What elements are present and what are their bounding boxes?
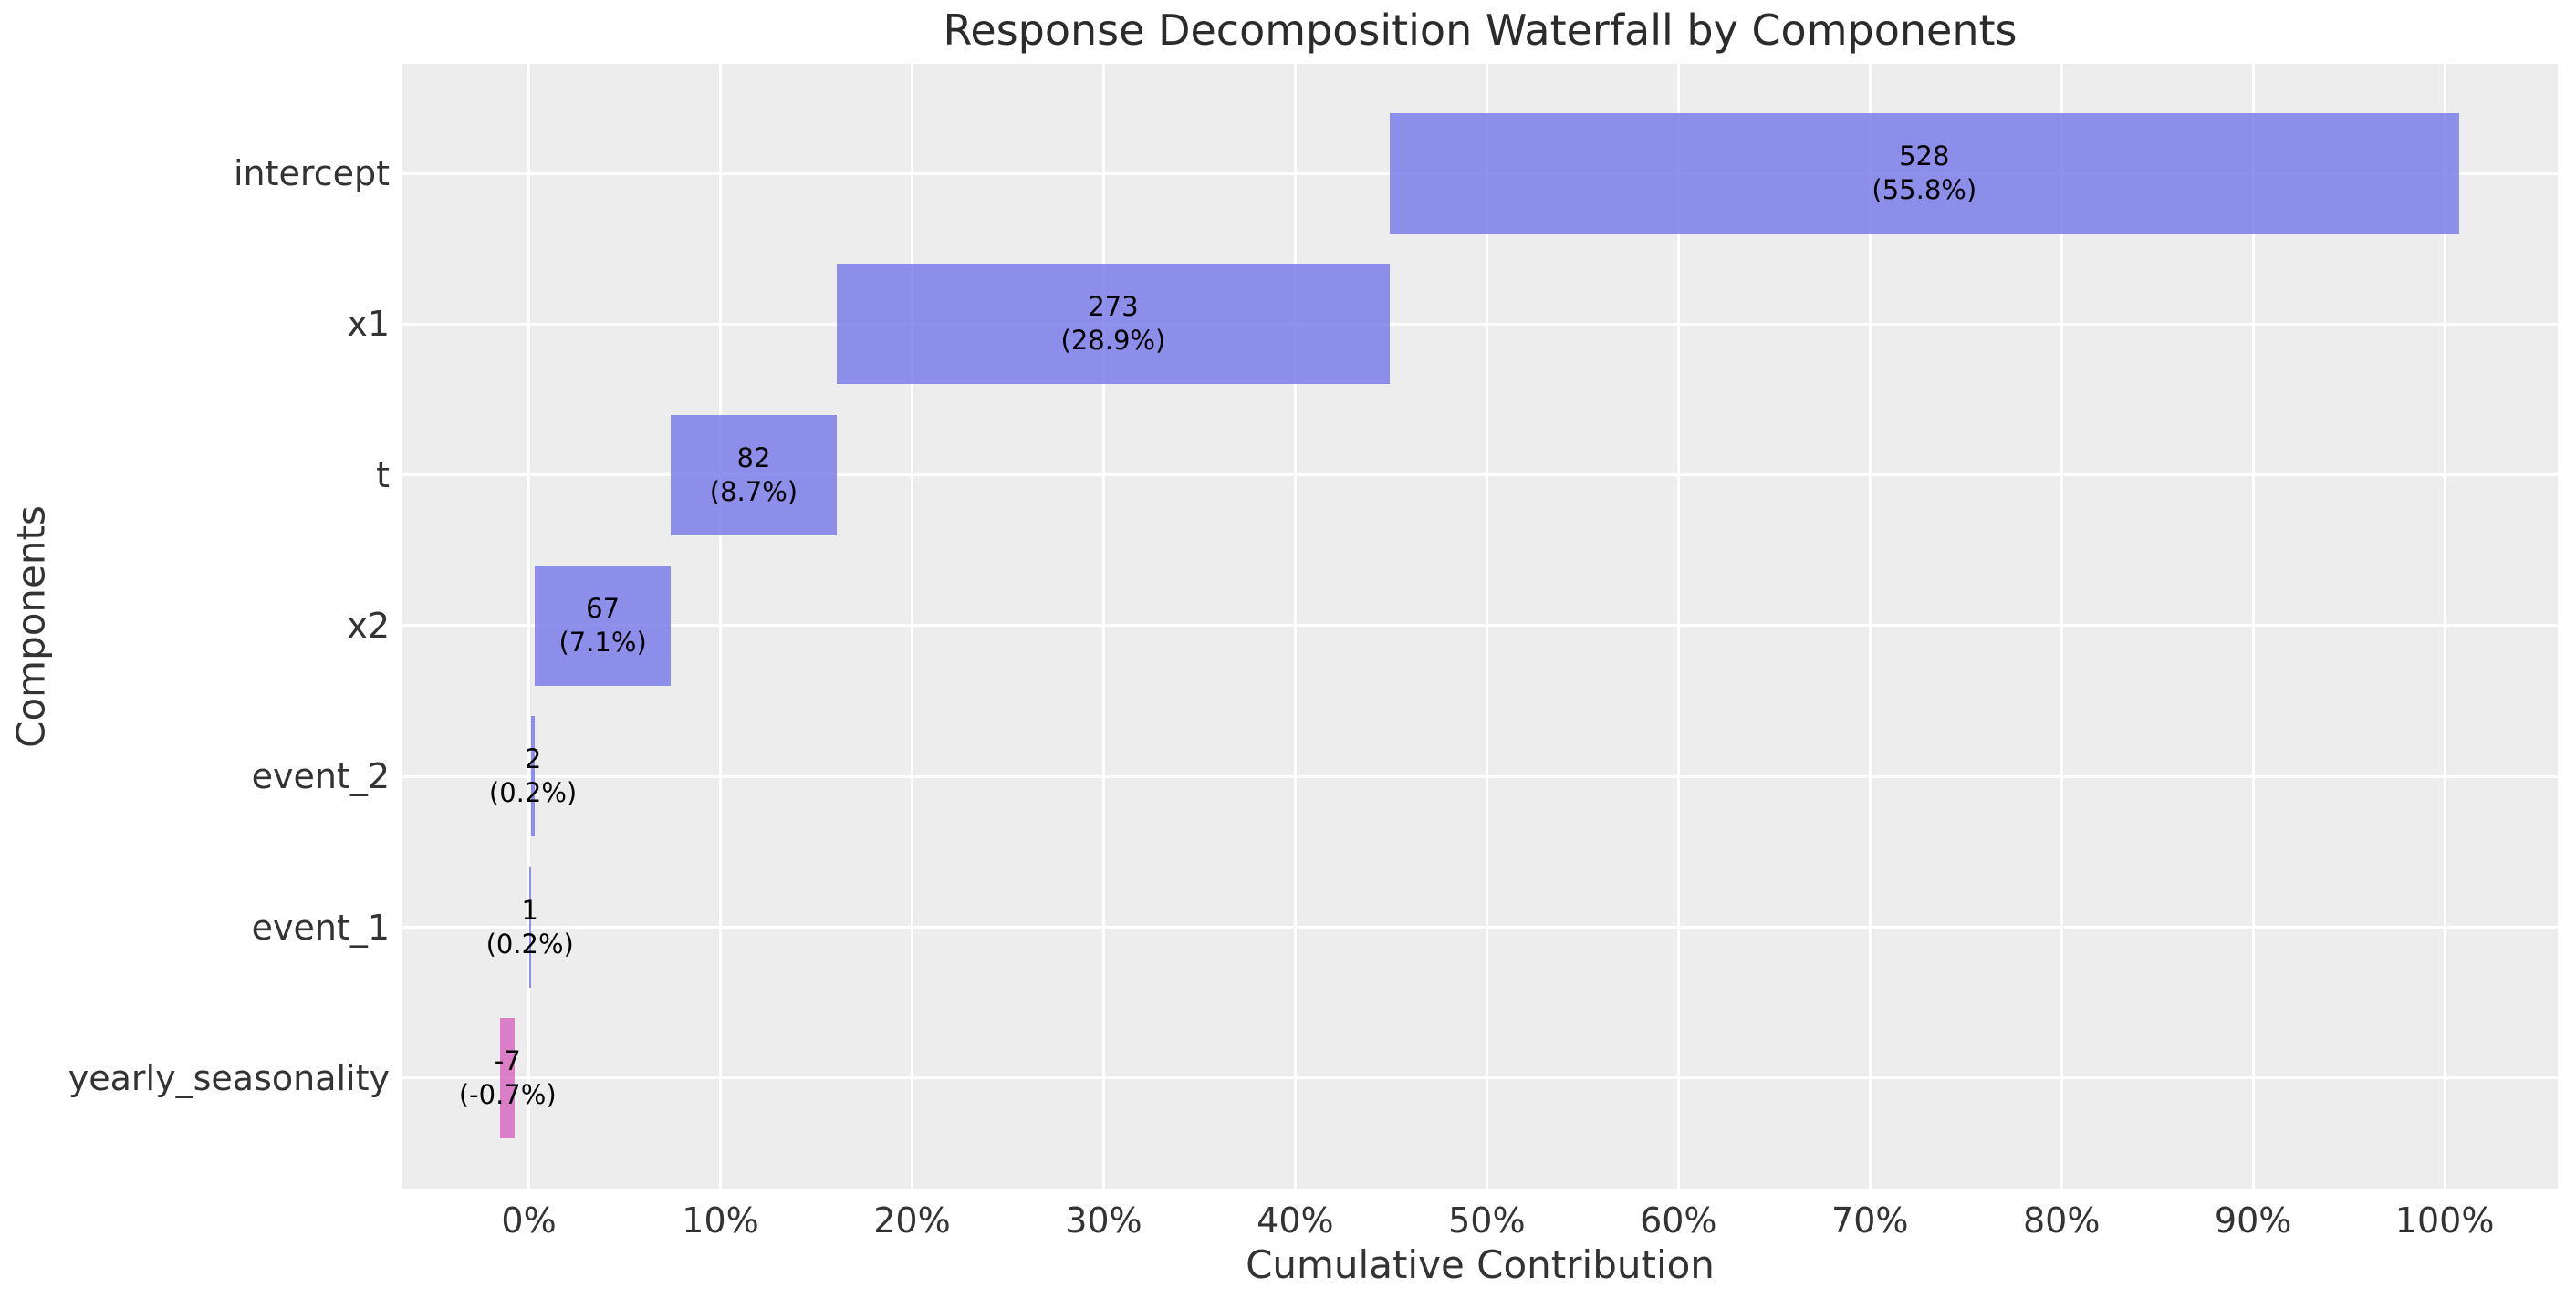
bar-label-event_1: 1 (0.2%) bbox=[486, 894, 574, 961]
x-tick-label-0%: 0% bbox=[501, 1200, 557, 1241]
x-tick-label-50%: 50% bbox=[1448, 1200, 1526, 1241]
y-tick-label-yearly_seasonality: yearly_seasonality bbox=[68, 1057, 390, 1098]
x-tick-label-100%: 100% bbox=[2394, 1200, 2495, 1241]
y-tick-label-event_2: event_2 bbox=[251, 756, 390, 797]
bar-yearly_seasonality bbox=[500, 1017, 516, 1138]
x-axis-label: Cumulative Contribution bbox=[1246, 1242, 1715, 1287]
bar-event_2 bbox=[530, 716, 536, 837]
bar-percent-label: (0.2%) bbox=[485, 928, 574, 960]
chart-title: Response Decomposition Waterfall by Comp… bbox=[943, 5, 2018, 55]
bar-percent-label: (55.8%) bbox=[1872, 174, 1977, 205]
x-tick-label-80%: 80% bbox=[2022, 1200, 2101, 1241]
bar-percent-label: (7.1%) bbox=[558, 626, 647, 658]
bar-label-intercept: 528 (55.8%) bbox=[1872, 140, 1976, 207]
bar-value-label: 273 bbox=[1088, 291, 1139, 323]
gridline-horizontal bbox=[402, 926, 2558, 929]
x-tick-label-90%: 90% bbox=[2214, 1200, 2292, 1241]
bar-x1 bbox=[836, 264, 1390, 385]
bar-value-label: -7 bbox=[494, 1044, 521, 1076]
x-tick-label-70%: 70% bbox=[1831, 1200, 1909, 1241]
bar-label-yearly_seasonality: -7 (-0.7%) bbox=[459, 1044, 557, 1112]
bar-event_1 bbox=[528, 867, 531, 988]
bar-label-event_2: 2 (0.2%) bbox=[489, 742, 577, 810]
x-tick-label-10%: 10% bbox=[682, 1200, 759, 1241]
bar-label-x2: 67 (7.1%) bbox=[558, 592, 646, 659]
bar-percent-label: (28.9%) bbox=[1060, 325, 1166, 357]
gridline-horizontal bbox=[402, 473, 2558, 477]
bar-t bbox=[670, 414, 837, 535]
bar-value-label: 1 bbox=[521, 894, 538, 926]
bar-percent-label: (0.2%) bbox=[488, 777, 578, 809]
bar-label-t: 82 (8.7%) bbox=[710, 441, 798, 509]
bar-value-label: 82 bbox=[736, 441, 771, 473]
y-tick-label-intercept: intercept bbox=[234, 153, 390, 193]
plot-area: 528 (55.8%) 273 (28.9%) 82 (8.7%) 67 (7.1%) 2 (0.… bbox=[402, 64, 2558, 1189]
bar-value-label: 528 bbox=[1899, 140, 1950, 171]
bar-percent-label: (8.7%) bbox=[709, 475, 798, 507]
bar-value-label: 2 bbox=[524, 743, 542, 775]
y-tick-label-event_1: event_1 bbox=[251, 907, 390, 948]
bar-percent-label: (-0.7%) bbox=[458, 1078, 557, 1110]
bar-intercept bbox=[1389, 113, 2459, 234]
y-axis-label: Components bbox=[8, 505, 54, 748]
x-tick-label-20%: 20% bbox=[873, 1200, 951, 1241]
y-tick-label-t: t bbox=[376, 454, 390, 495]
y-tick-label-x1: x1 bbox=[347, 304, 390, 345]
gridline-horizontal bbox=[402, 322, 2558, 326]
gridline-horizontal bbox=[402, 1076, 2558, 1080]
x-tick-label-40%: 40% bbox=[1257, 1200, 1334, 1241]
x-tick-label-30%: 30% bbox=[1065, 1200, 1142, 1241]
bar-label-x1: 273 (28.9%) bbox=[1061, 290, 1166, 358]
bar-x2 bbox=[535, 565, 671, 686]
gridline-horizontal bbox=[402, 624, 2558, 628]
gridline-horizontal bbox=[402, 774, 2558, 778]
bar-value-label: 67 bbox=[586, 592, 621, 624]
x-tick-label-60%: 60% bbox=[1640, 1200, 1717, 1241]
y-tick-label-x2: x2 bbox=[347, 605, 390, 646]
